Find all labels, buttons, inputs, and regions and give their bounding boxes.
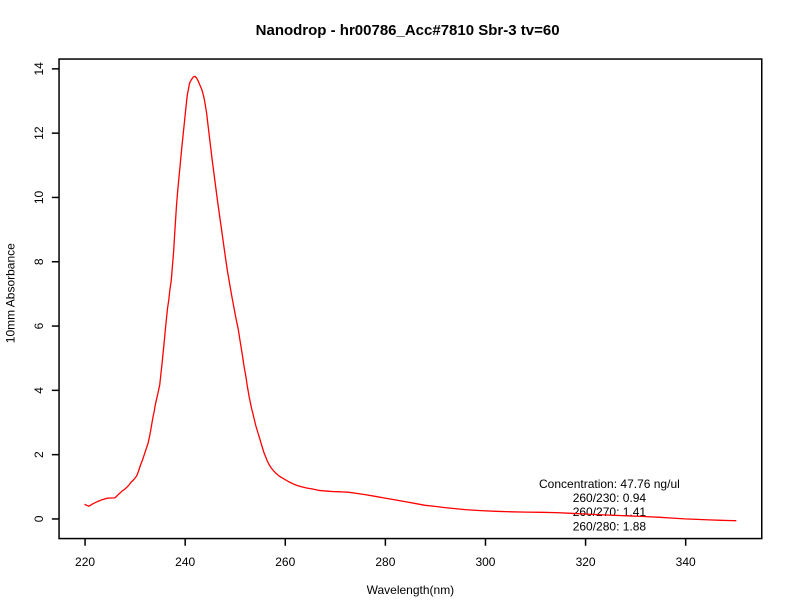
svg-text:Wavelength(nm): Wavelength(nm) xyxy=(367,583,455,597)
svg-text:260/230: 0.94: 260/230: 0.94 xyxy=(573,491,647,505)
svg-text:220: 220 xyxy=(75,555,95,569)
svg-text:12: 12 xyxy=(32,126,46,140)
svg-text:320: 320 xyxy=(576,555,596,569)
svg-text:260/280: 1.88: 260/280: 1.88 xyxy=(573,519,647,533)
svg-text:Concentration: 47.76 ng/ul: Concentration: 47.76 ng/ul xyxy=(539,477,680,491)
svg-text:260/270: 1.41: 260/270: 1.41 xyxy=(573,505,647,519)
svg-text:2: 2 xyxy=(32,451,46,458)
svg-text:14: 14 xyxy=(32,62,46,76)
svg-text:280: 280 xyxy=(375,555,395,569)
svg-text:260: 260 xyxy=(275,555,295,569)
svg-text:240: 240 xyxy=(175,555,195,569)
svg-text:300: 300 xyxy=(475,555,495,569)
svg-text:6: 6 xyxy=(32,322,46,329)
svg-text:8: 8 xyxy=(32,258,46,265)
svg-text:0: 0 xyxy=(32,515,46,522)
svg-text:10mm Absorbance: 10mm Absorbance xyxy=(4,243,18,343)
svg-text:4: 4 xyxy=(32,387,46,394)
svg-text:340: 340 xyxy=(676,555,696,569)
svg-text:Nanodrop - hr00786_Acc#7810 Sb: Nanodrop - hr00786_Acc#7810 Sbr-3 tv=60 xyxy=(256,22,560,39)
svg-text:10: 10 xyxy=(32,190,46,204)
